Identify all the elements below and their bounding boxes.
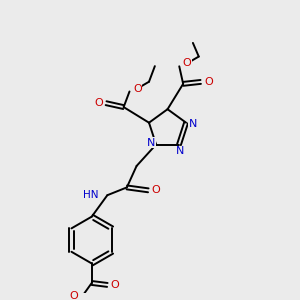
Text: O: O xyxy=(183,58,191,68)
Text: N: N xyxy=(176,146,184,156)
Text: O: O xyxy=(94,98,103,108)
Text: N: N xyxy=(147,138,155,148)
Text: O: O xyxy=(111,280,119,290)
Text: O: O xyxy=(204,77,213,87)
Text: N: N xyxy=(189,119,197,129)
Text: O: O xyxy=(70,291,79,300)
Text: O: O xyxy=(133,84,142,94)
Text: HN: HN xyxy=(83,190,99,200)
Text: O: O xyxy=(152,185,161,195)
